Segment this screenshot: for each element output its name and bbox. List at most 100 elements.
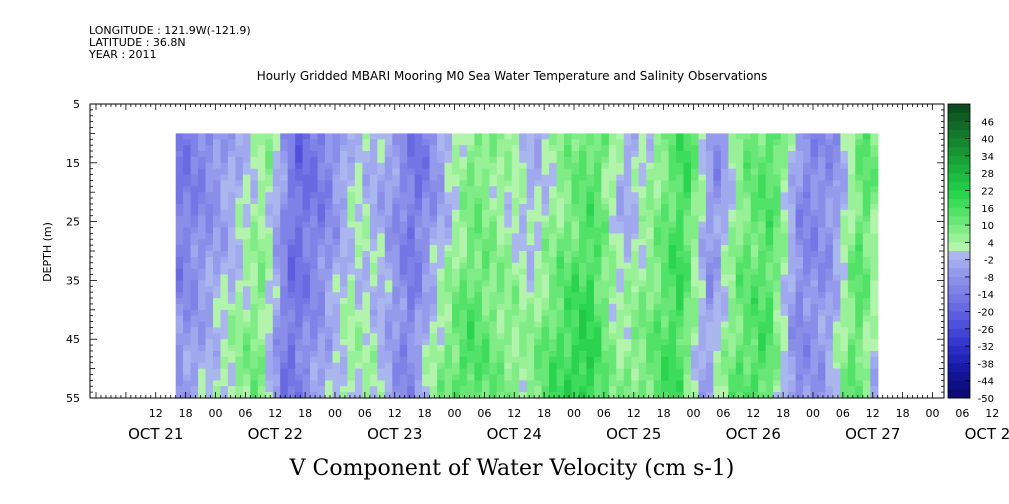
- heat-cell: [183, 386, 192, 393]
- heat-cell: [213, 345, 222, 352]
- heat-cell: [347, 209, 356, 217]
- heat-cell: [616, 239, 625, 246]
- heat-cell: [661, 198, 670, 205]
- heat-cell: [295, 362, 304, 370]
- heat-cell: [586, 192, 595, 199]
- heat-cell: [332, 298, 341, 305]
- heat-cell: [325, 303, 334, 311]
- heat-cell: [646, 315, 655, 323]
- heat-cell: [452, 303, 461, 311]
- heat-cell: [504, 174, 513, 182]
- heat-cell: [205, 227, 214, 234]
- heat-cell: [795, 351, 804, 358]
- heat-cell: [818, 339, 827, 346]
- heat-cell: [579, 386, 588, 393]
- heat-cell: [691, 186, 700, 193]
- heat-cell: [810, 309, 819, 317]
- heat-cell: [369, 180, 378, 187]
- heat-cell: [392, 315, 401, 323]
- heat-cell: [384, 298, 393, 305]
- heat-cell: [862, 345, 871, 352]
- heat-cell: [728, 180, 737, 187]
- heat-cell: [571, 268, 580, 276]
- heat-cell: [556, 380, 565, 387]
- heat-cell: [407, 162, 416, 170]
- heat-cell: [287, 151, 296, 158]
- heat-cell: [332, 362, 341, 370]
- heat-cell: [810, 133, 819, 140]
- heat-cell: [227, 368, 236, 376]
- heat-cell: [803, 345, 812, 352]
- heat-cell: [183, 256, 192, 264]
- heat-cell: [519, 292, 528, 299]
- heat-cell: [549, 327, 558, 334]
- heat-cell: [407, 256, 416, 264]
- heat-cell: [623, 386, 632, 393]
- heat-cell: [832, 309, 841, 317]
- heat-cell: [608, 280, 617, 287]
- heat-cell: [265, 374, 274, 381]
- heat-cell: [474, 245, 483, 252]
- heat-cell: [511, 351, 520, 358]
- heat-cell: [287, 392, 296, 398]
- heat-cell: [661, 368, 670, 376]
- heat-cell: [369, 145, 378, 152]
- heat-cell: [676, 139, 685, 146]
- heat-cell: [526, 368, 535, 376]
- heat-cell: [422, 356, 431, 364]
- heat-cell: [302, 339, 311, 346]
- heat-cell: [481, 227, 490, 234]
- heat-cell: [720, 186, 729, 193]
- longitude-label: LONGITUDE : 121.9W(-121.9): [89, 24, 251, 37]
- heat-cell: [623, 162, 632, 170]
- heat-cell: [855, 256, 864, 264]
- heat-cell: [556, 309, 565, 317]
- heat-cell: [691, 280, 700, 287]
- heat-cell: [317, 280, 326, 287]
- heat-cell: [564, 362, 573, 370]
- heat-cell: [803, 386, 812, 393]
- heat-cell: [579, 245, 588, 252]
- heat-cell: [474, 392, 483, 398]
- heat-cell: [481, 345, 490, 352]
- heat-cell: [325, 362, 334, 370]
- heat-cell: [803, 262, 812, 270]
- heat-cell: [661, 145, 670, 152]
- heat-cell: [743, 386, 752, 393]
- heat-cell: [728, 251, 737, 258]
- heat-cell: [444, 315, 453, 323]
- heat-cell: [818, 239, 827, 246]
- heat-cell: [332, 145, 341, 152]
- heat-cell: [287, 362, 296, 370]
- heat-cell: [198, 168, 207, 176]
- heat-cell: [765, 180, 774, 187]
- heat-cell: [340, 303, 349, 311]
- heat-cell: [825, 368, 834, 376]
- heat-cell: [728, 374, 737, 381]
- heat-cell: [556, 374, 565, 381]
- heat-cell: [855, 345, 864, 352]
- heat-cell: [803, 368, 812, 376]
- heat-cell: [280, 174, 289, 182]
- heat-cell: [855, 204, 864, 211]
- heat-cell: [862, 215, 871, 223]
- heat-cell: [242, 339, 251, 346]
- heat-cell: [272, 262, 281, 270]
- colorbar-swatch: [948, 164, 970, 174]
- heat-cell: [676, 215, 685, 223]
- heat-cell: [362, 298, 371, 305]
- heat-cell: [511, 192, 520, 199]
- heat-cell: [325, 268, 334, 276]
- heat-cell: [347, 286, 356, 293]
- heat-cell: [310, 245, 319, 252]
- heat-cell: [720, 309, 729, 317]
- heat-cell: [631, 256, 640, 264]
- heat-cell: [750, 280, 759, 287]
- heat-cell: [265, 262, 274, 270]
- heat-cell: [489, 192, 498, 199]
- heat-cell: [788, 321, 797, 329]
- heat-cell: [705, 268, 714, 276]
- heat-cell: [608, 327, 617, 334]
- heat-cell: [340, 198, 349, 205]
- heat-cell: [691, 268, 700, 276]
